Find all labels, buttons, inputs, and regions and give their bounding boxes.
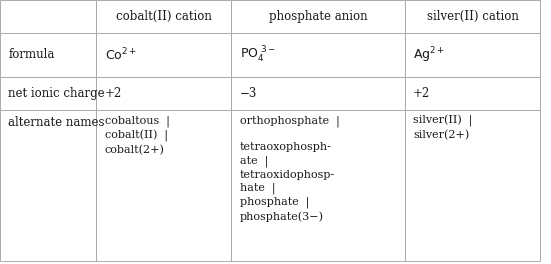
Text: alternate names: alternate names <box>8 116 105 129</box>
Text: cobalt(II) cation: cobalt(II) cation <box>116 10 212 23</box>
Bar <box>0 0 96 33</box>
Text: $\mathregular{Ag}^{2+}$: $\mathregular{Ag}^{2+}$ <box>413 45 446 65</box>
Text: $\mathregular{PO}_4^{\ 3-}$: $\mathregular{PO}_4^{\ 3-}$ <box>240 45 276 65</box>
Bar <box>231 0 405 33</box>
Bar <box>0 77 96 110</box>
Bar <box>405 33 540 77</box>
Text: +2: +2 <box>413 87 430 100</box>
Bar <box>405 77 540 110</box>
Text: silver(II) cation: silver(II) cation <box>426 10 518 23</box>
Text: cobaltous  |
cobalt(II)  |
cobalt(2+): cobaltous | cobalt(II) | cobalt(2+) <box>105 115 170 155</box>
Bar <box>96 33 231 77</box>
Text: phosphate anion: phosphate anion <box>269 10 368 23</box>
Text: formula: formula <box>8 48 55 61</box>
Text: −3: −3 <box>240 87 257 100</box>
Bar <box>405 110 540 261</box>
Bar <box>231 110 405 261</box>
Bar <box>0 110 96 261</box>
Text: +2: +2 <box>105 87 122 100</box>
Bar <box>0 33 96 77</box>
Text: orthophosphate  |

tetraoxophosph-
ate  |
tetraoxidophosp-
hate  |
phosphate  |
: orthophosphate | tetraoxophosph- ate | t… <box>240 115 339 222</box>
Bar <box>231 77 405 110</box>
Bar <box>96 77 231 110</box>
Bar <box>405 0 540 33</box>
Text: silver(II)  |
silver(2+): silver(II) | silver(2+) <box>413 115 473 141</box>
Text: net ionic charge: net ionic charge <box>8 87 105 100</box>
Bar <box>96 0 231 33</box>
Bar <box>96 110 231 261</box>
Bar <box>231 33 405 77</box>
Text: $\mathregular{Co}^{2+}$: $\mathregular{Co}^{2+}$ <box>105 46 137 63</box>
